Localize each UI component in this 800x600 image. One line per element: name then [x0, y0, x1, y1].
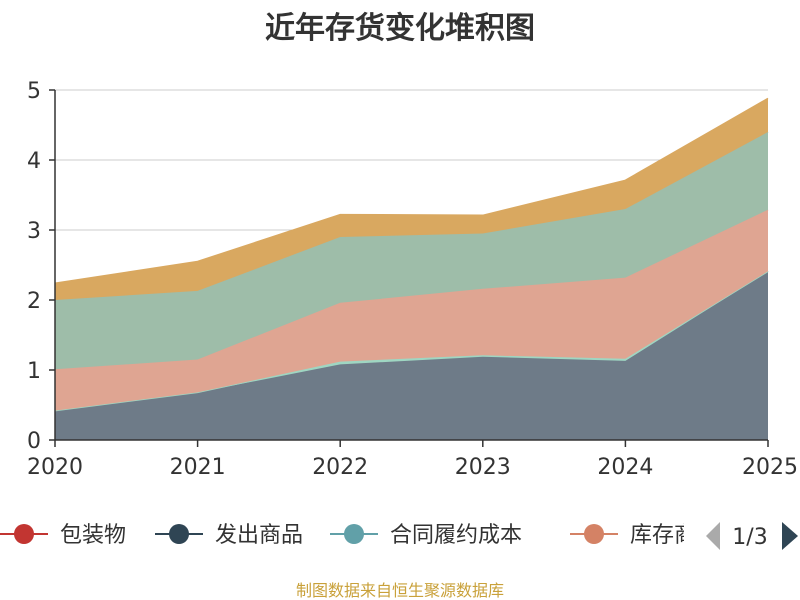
legend-marker: [14, 524, 34, 544]
y-tick-label: 3: [27, 219, 41, 244]
legend-items: 包装物 发出商品 合同履约成本 库存商: [0, 523, 696, 548]
source-note: 制图数据来自恒生聚源数据库: [296, 581, 504, 600]
y-tick-label: 5: [27, 79, 41, 104]
legend-item[interactable]: 合同履约成本: [330, 523, 522, 548]
area-series-2: [55, 209, 768, 411]
legend-item[interactable]: 包装物: [0, 523, 126, 548]
y-tick-label: 2: [27, 289, 41, 314]
legend-marker: [344, 524, 364, 544]
x-tick-label: 2022: [312, 455, 368, 480]
legend-marker: [584, 524, 604, 544]
x-tick-label: 2025: [742, 455, 798, 480]
y-tick-label: 0: [27, 429, 41, 454]
legend-label: 包装物: [60, 523, 126, 548]
tick-labels: 0 1 2 3 4 5 2020 2021 2022 2023 2024 2025: [27, 79, 798, 480]
legend-label: 库存商: [630, 523, 696, 548]
area-series-0: [55, 271, 768, 440]
area-series: [54, 97, 769, 440]
chart-title: 近年存货变化堆积图: [265, 11, 535, 46]
legend-next-icon[interactable]: [782, 522, 798, 550]
legend-prev-icon[interactable]: [706, 522, 720, 550]
legend[interactable]: 包装物 发出商品 合同履约成本 库存商: [0, 523, 696, 548]
x-tick-label: 2021: [170, 455, 226, 480]
legend-pager[interactable]: 1/3: [706, 522, 798, 550]
legend-item[interactable]: 库存商: [570, 523, 696, 548]
legend-label: 发出商品: [215, 523, 303, 548]
legend-item[interactable]: 发出商品: [155, 523, 303, 548]
area-series-4: [55, 98, 768, 301]
area-series-3: [55, 132, 768, 370]
x-tick-label: 2023: [455, 455, 511, 480]
x-tick-label: 2020: [27, 455, 83, 480]
y-tick-label: 4: [27, 149, 41, 174]
legend-page-indicator: 1/3: [732, 525, 767, 550]
legend-marker: [169, 524, 189, 544]
axes: [49, 89, 769, 447]
area-line-4: [54, 97, 769, 284]
y-tick-label: 1: [27, 359, 41, 384]
x-tick-label: 2024: [597, 455, 653, 480]
legend-label: 合同履约成本: [390, 523, 522, 548]
